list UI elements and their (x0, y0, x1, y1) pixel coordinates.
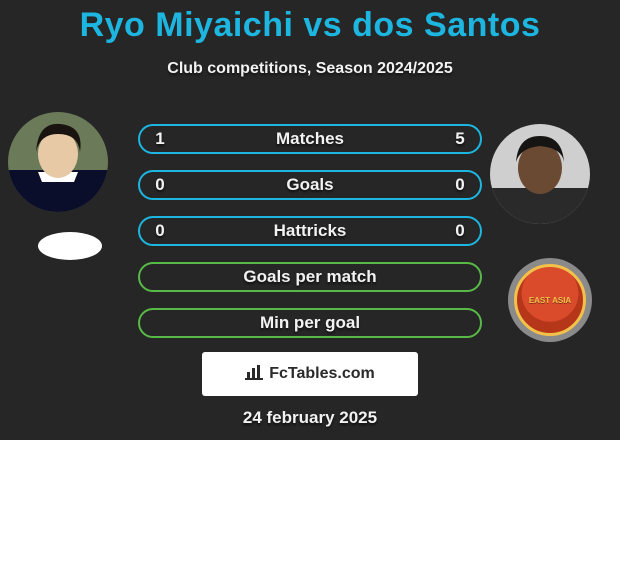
club-left-badge (38, 232, 102, 260)
stat-right-value: 5 (454, 129, 466, 149)
stat-rows: 1 Matches 5 0 Goals 0 0 Hattricks 0 Goal… (138, 124, 482, 354)
stat-left-value: 0 (154, 221, 166, 241)
player-left-avatar (8, 112, 108, 212)
date-text: 24 february 2025 (0, 408, 620, 428)
stat-right-value: 0 (454, 221, 466, 241)
stat-left-value: 1 (154, 129, 166, 149)
stat-right-value: 0 (454, 175, 466, 195)
page-title: Ryo Miyaichi vs dos Santos (0, 6, 620, 45)
stat-left-value: 0 (154, 175, 166, 195)
brand-card: FcTables.com (202, 352, 418, 396)
subtitle: Club competitions, Season 2024/2025 (0, 60, 620, 78)
club-right-badge-text: EAST ASIA (529, 296, 571, 305)
player-right-avatar (490, 124, 590, 224)
stat-row: Goals per match (138, 262, 482, 292)
stat-row: 0 Hattricks 0 (138, 216, 482, 246)
stat-label: Min per goal (166, 313, 454, 333)
club-right-badge-inner: EAST ASIA (514, 264, 586, 336)
stat-label: Matches (166, 129, 454, 149)
stat-label: Goals per match (166, 267, 454, 287)
stat-row: Min per goal (138, 308, 482, 338)
brand-text: FcTables.com (269, 365, 375, 383)
stat-row: 1 Matches 5 (138, 124, 482, 154)
stat-label: Hattricks (166, 221, 454, 241)
stat-label: Goals (166, 175, 454, 195)
chart-icon (245, 364, 263, 385)
club-right-badge: EAST ASIA (508, 258, 592, 342)
stat-row: 0 Goals 0 (138, 170, 482, 200)
